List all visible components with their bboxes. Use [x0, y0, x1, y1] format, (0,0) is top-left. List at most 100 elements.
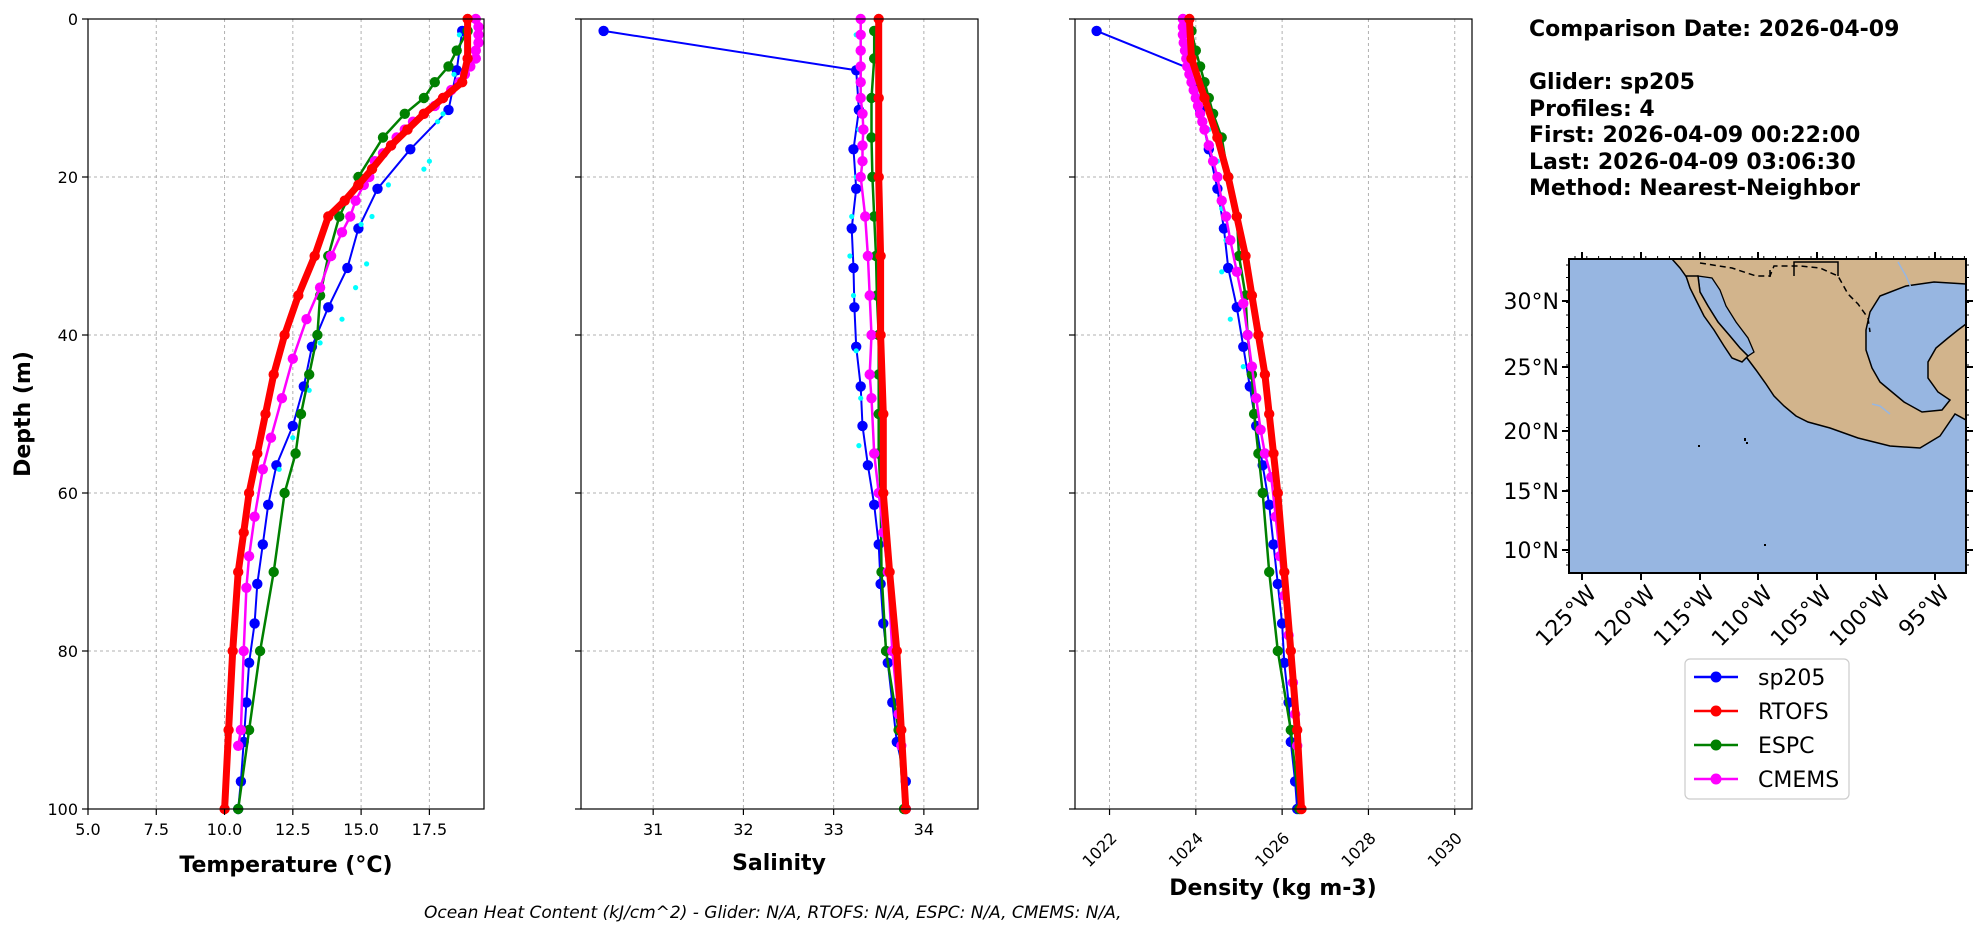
cyan-obs-point: [456, 32, 462, 38]
CMEMS-point: [857, 108, 868, 120]
RTOFS-point: [1259, 369, 1271, 380]
salinity-axes-frame: [580, 18, 979, 810]
legend-box: [1684, 658, 1850, 800]
temperature-axes-frame: [87, 18, 485, 810]
sp205-point: [1272, 578, 1284, 590]
CMEMS-point: [287, 353, 298, 364]
RTOFS-point: [339, 195, 350, 206]
series-cyan-obs: [276, 32, 462, 472]
last-time: Last: 2026-04-09 03:06:30: [1529, 150, 1856, 175]
CMEMS-point: [858, 124, 869, 135]
x-tick-label: 17.5: [412, 820, 448, 839]
RTOFS-point: [878, 408, 889, 420]
ESPC-point: [443, 61, 454, 72]
sp205-point: [862, 460, 874, 471]
sp205-point: [243, 657, 255, 668]
temperature-panel: 5.0 7.5 10.0 12.5 15.0 17.5 0 20 40 60 80 100 Tempe…: [11, 10, 485, 878]
RTOFS-point: [873, 171, 884, 183]
CMEMS-point: [1259, 448, 1271, 459]
cyan-obs-point: [364, 261, 370, 267]
CMEMS-point: [864, 369, 875, 380]
legend-marker: [1710, 739, 1722, 751]
ESPC-point: [1272, 645, 1284, 657]
CMEMS-point: [1192, 100, 1204, 112]
cyan-obs-point: [276, 466, 282, 472]
sp205-point: [855, 381, 866, 392]
RTOFS-point: [1292, 724, 1303, 736]
lon-tick-label: 125°W: [1531, 581, 1602, 652]
glider-name: Glider: sp205: [1529, 70, 1695, 95]
cyan-obs-point: [358, 221, 364, 227]
series-cyan-obs: [847, 32, 864, 449]
sp205-point: [851, 183, 862, 194]
CMEMS-point: [857, 156, 868, 167]
cyan-obs-point: [440, 111, 446, 117]
series-RTOFS: [219, 13, 473, 815]
series-RTOFS: [873, 13, 911, 815]
RTOFS-point: [309, 250, 320, 262]
RTOFS-point: [1279, 566, 1290, 578]
first-time: First: 2026-04-09 00:22:00: [1529, 123, 1860, 148]
ESPC-point: [866, 132, 877, 143]
RTOFS-point: [878, 487, 889, 499]
CMEMS-point: [1242, 329, 1253, 341]
RTOFS-point: [293, 290, 304, 301]
sp205-point: [372, 183, 383, 194]
RTOFS-point: [268, 369, 279, 380]
ocean-heat-content-footer: Ocean Heat Content (kJ/cm^2) - Glider: N…: [424, 903, 1122, 923]
RTOFS-point: [1186, 53, 1197, 64]
CMEMS-point: [257, 464, 268, 475]
CMEMS-point: [473, 37, 484, 48]
x-tick-label: 15.0: [343, 820, 379, 839]
CMEMS-point: [1212, 171, 1223, 183]
location-map: 30°N 25°N 20°N 15°N 10°N 125°W120°W115°W110°W…: [1504, 252, 1973, 652]
sp205-point: [1091, 25, 1102, 37]
ESPC-point: [295, 408, 307, 420]
CMEMS-point: [301, 314, 312, 325]
legend-marker: [1710, 705, 1722, 717]
CMEMS-point: [864, 290, 875, 301]
sp205-point: [869, 499, 880, 510]
island: [1744, 438, 1746, 441]
cyan-obs-point: [1240, 364, 1246, 370]
ESPC-point: [304, 369, 315, 380]
density-axes-frame: [1074, 18, 1473, 810]
baja-california: [1684, 275, 1750, 363]
sp205-point: [1268, 539, 1279, 550]
CMEMS-point: [855, 171, 866, 183]
sp205-point: [287, 420, 298, 432]
CMEMS-point: [241, 582, 252, 593]
lon-tick-label: 110°W: [1707, 581, 1778, 652]
cyan-obs-point: [290, 435, 296, 441]
RTOFS-point: [884, 566, 895, 578]
map-frame: [1568, 258, 1967, 574]
CMEMS-point: [866, 393, 877, 404]
cyan-obs-point: [385, 182, 391, 188]
CMEMS-point: [243, 551, 255, 562]
us-mexico-border: [1699, 262, 1871, 333]
lat-tick-label: 25°N: [1504, 356, 1559, 381]
x-tick-label: 12.5: [275, 820, 311, 839]
RTOFS-point: [1223, 171, 1234, 183]
cyan-obs-point: [353, 285, 359, 291]
sp205-point: [443, 104, 454, 116]
CMEMS-point: [336, 227, 348, 238]
CMEMS-point: [249, 511, 260, 522]
CMEMS-point: [276, 393, 288, 404]
CMEMS-point: [855, 92, 866, 104]
CMEMS-point: [1178, 37, 1189, 48]
RTOFS-point: [1268, 448, 1279, 459]
cyan-obs-point: [1227, 316, 1233, 322]
RTOFS-point: [1272, 487, 1284, 499]
RTOFS-point: [223, 724, 234, 736]
CMEMS-point: [855, 61, 866, 72]
CMEMS-point: [325, 250, 337, 262]
sp205-point: [252, 578, 263, 590]
gulf-of-mexico: [1865, 281, 1966, 413]
method: Method: Nearest-Neighbor: [1529, 176, 1860, 201]
lon-tick-label: 120°W: [1590, 581, 1661, 652]
sp205-point: [848, 262, 859, 274]
CMEMS-point: [1190, 92, 1202, 104]
x-tick-label: 1028: [1337, 829, 1379, 871]
lake: [1871, 403, 1891, 415]
